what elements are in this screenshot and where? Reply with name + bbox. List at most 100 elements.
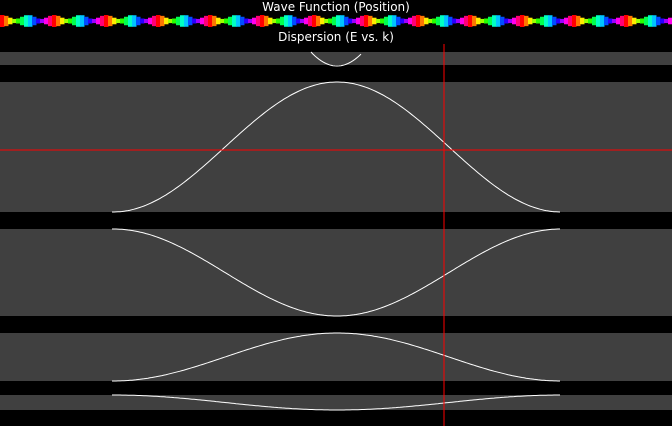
wave-segment — [448, 16, 453, 26]
wave-segment — [416, 15, 421, 27]
wave-segment — [80, 15, 85, 27]
wave-segment — [68, 18, 73, 24]
wave-segment — [484, 18, 489, 24]
wave-segment — [664, 18, 669, 24]
wave-segment — [280, 16, 285, 26]
wave-segment — [64, 18, 69, 24]
wave-segment — [208, 15, 213, 27]
wave-segment — [644, 16, 649, 26]
wave-segment — [328, 18, 333, 24]
dispersion-curve-2 — [112, 81, 561, 213]
wave-segment — [144, 18, 149, 24]
wave-segment — [532, 18, 537, 24]
wave-segment — [132, 15, 137, 27]
wave-segment — [244, 18, 249, 24]
wave-segment — [564, 17, 569, 25]
wave-segment — [504, 18, 509, 24]
wave-segment — [16, 18, 21, 24]
wave-segment — [496, 15, 501, 27]
wave-segment — [616, 17, 621, 25]
wave-segment — [612, 18, 617, 24]
wave-segment — [392, 15, 397, 27]
wave-segment — [228, 16, 233, 26]
wave-segment — [276, 18, 281, 24]
wave-segment — [248, 18, 253, 24]
wave-segment — [528, 17, 533, 25]
energy-band-5 — [0, 395, 672, 410]
wave-segment — [220, 18, 225, 24]
wave-segment — [36, 18, 41, 24]
wave-segment — [12, 18, 17, 24]
wave-segment — [108, 15, 113, 27]
wave-segment — [360, 15, 365, 27]
wave-segment — [136, 16, 141, 26]
energy-band-1 — [0, 52, 672, 65]
wave-segment — [424, 17, 429, 25]
wave-segment — [216, 17, 221, 25]
wave-segment — [324, 18, 329, 24]
wave-segment — [300, 18, 305, 24]
wave-segment — [8, 17, 13, 25]
wave-segment — [116, 18, 121, 24]
energy-band-2 — [0, 82, 672, 212]
wave-segment — [488, 16, 493, 26]
wave-segment — [352, 18, 357, 24]
wave-segment — [84, 16, 89, 26]
wave-segment — [272, 18, 277, 24]
wave-segment — [0, 15, 5, 27]
wave-segment — [200, 17, 205, 25]
wave-segment — [656, 16, 661, 26]
wave-segment — [640, 18, 645, 24]
wave-segment — [660, 18, 665, 24]
wave-segment — [260, 15, 265, 27]
wave-segment — [540, 16, 545, 26]
dispersion-curve-1 — [310, 51, 362, 67]
wave-segment — [420, 15, 425, 27]
dispersion-curve-3 — [112, 228, 560, 317]
wave-segment — [500, 16, 505, 26]
wave-segment — [56, 15, 61, 27]
wave-segment — [44, 17, 49, 25]
wave-segment — [632, 17, 637, 25]
wave-segment — [316, 15, 321, 27]
wave-segment — [252, 17, 257, 25]
wave-segment — [576, 15, 581, 27]
wave-segment — [556, 18, 561, 24]
wave-segment — [608, 18, 613, 24]
wave-segment — [432, 18, 437, 24]
wave-segment — [568, 15, 573, 27]
wave-segment — [468, 15, 473, 27]
wave-segment — [148, 17, 153, 25]
wave-segment — [552, 16, 557, 26]
wave-segment — [596, 15, 601, 27]
wave-segment — [288, 15, 293, 27]
wave-segment — [340, 15, 345, 27]
wave-segment — [140, 18, 145, 24]
wave-segment — [296, 18, 301, 24]
wave-segment — [112, 17, 117, 25]
wave-segment — [476, 17, 481, 25]
wave-segment — [516, 15, 521, 27]
wave-segment — [464, 15, 469, 27]
wave-segment — [480, 18, 485, 24]
wave-segment — [584, 18, 589, 24]
wave-segment — [452, 18, 457, 24]
wave-segment — [412, 15, 417, 27]
wave-segment — [180, 15, 185, 27]
dispersion-curve-5 — [112, 394, 560, 411]
wave-segment — [320, 17, 325, 25]
wave-function-strip[interactable] — [0, 15, 672, 27]
wave-segment — [604, 16, 609, 26]
wave-segment — [48, 15, 53, 27]
wave-segment — [156, 15, 161, 27]
wave-segment — [492, 15, 497, 27]
wave-segment — [236, 15, 241, 27]
energy-band-3 — [0, 229, 672, 316]
wave-segment — [196, 18, 201, 24]
wave-segment — [376, 18, 381, 24]
wave-segment — [600, 15, 605, 27]
wave-segment — [548, 15, 553, 27]
wave-segment — [128, 15, 133, 27]
wave-segment — [28, 15, 33, 27]
